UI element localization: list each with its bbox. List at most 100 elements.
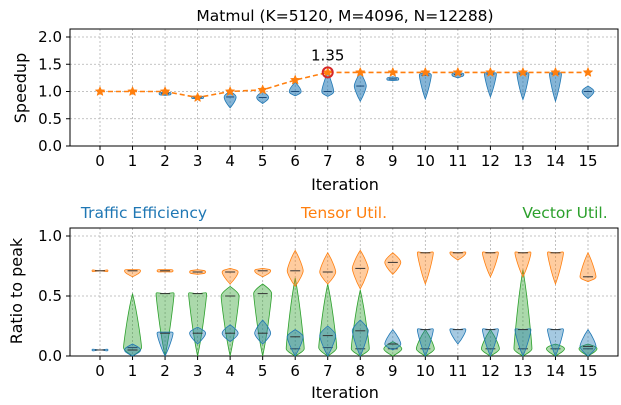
speedup-point — [550, 66, 561, 77]
x-tick-label: 15 — [578, 362, 597, 380]
tensor-util-violin — [124, 269, 141, 278]
x-tick-label: 14 — [546, 152, 565, 170]
x-tick-label: 12 — [481, 362, 500, 380]
best-speedup-marker — [321, 66, 334, 79]
top-y-axis-label: Speedup — [11, 53, 30, 123]
x-tick-label: 7 — [323, 362, 333, 380]
traffic-efficiency-violin — [286, 329, 304, 357]
traffic-efficiency-violin — [416, 328, 434, 357]
speedup-point — [582, 66, 594, 77]
x-tick-label: 0 — [95, 362, 105, 380]
traffic-efficiency-violin — [351, 319, 369, 357]
x-tick-label: 2 — [160, 362, 170, 380]
speedup-violin — [321, 71, 335, 97]
tensor-util-violin — [254, 267, 272, 278]
speedup-line — [100, 71, 588, 99]
x-tick-label: 6 — [290, 152, 300, 170]
y-tick-label: 0.0 — [38, 347, 62, 365]
x-tick-label: 6 — [290, 362, 300, 380]
speedup-point — [485, 66, 496, 77]
vector-util-violin — [188, 292, 208, 357]
x-tick-label: 13 — [513, 362, 532, 380]
traffic-efficiency-violin — [189, 326, 207, 345]
best-speedup-label: 1.35 — [311, 46, 344, 64]
tensor-util-violin — [481, 251, 499, 278]
x-tick-label: 14 — [546, 362, 565, 380]
y-tick-label: 1.5 — [38, 55, 62, 73]
speedup-violin — [549, 72, 562, 103]
x-tick-label: 15 — [578, 152, 597, 170]
y-tick-label: 1.0 — [38, 83, 62, 101]
tensor-util-violin — [384, 252, 402, 275]
x-tick-label: 3 — [193, 152, 203, 170]
y-tick-label: 1.0 — [38, 227, 62, 245]
traffic-efficiency-violin — [254, 319, 272, 345]
traffic-efficiency-violin — [547, 328, 564, 357]
speedup-point — [257, 84, 269, 95]
top-x-axis-label: Iteration — [311, 175, 379, 194]
bottom-x-axis-label: Iteration — [311, 383, 379, 402]
tensor-util-violin — [416, 251, 434, 286]
speedup-point — [94, 85, 106, 97]
x-tick-label: 8 — [355, 362, 365, 380]
speedup-point — [517, 66, 529, 77]
speedup-violin — [288, 81, 302, 97]
vector-util-violin — [220, 285, 240, 357]
tensor-util-violin — [351, 249, 369, 290]
y-tick-label: 0.5 — [38, 110, 62, 128]
legend-tensor-util: Tensor Util. — [300, 204, 387, 222]
y-tick-label: 0.0 — [38, 137, 62, 155]
traffic-efficiency-violin — [156, 331, 174, 357]
speedup-point — [322, 66, 334, 77]
y-tick-label: 0.5 — [38, 287, 62, 305]
speedup-point — [192, 91, 203, 103]
speedup-violin — [353, 71, 367, 103]
x-tick-label: 1 — [128, 362, 138, 380]
x-tick-label: 3 — [193, 362, 203, 380]
speedup-point — [289, 74, 301, 85]
speedup-violin — [418, 72, 432, 101]
speedup-point — [159, 85, 171, 97]
tensor-util-violin — [514, 251, 532, 278]
plot-frame — [69, 28, 619, 147]
x-tick-label: 10 — [416, 362, 435, 380]
x-tick-label: 2 — [160, 152, 170, 170]
traffic-efficiency-violin — [481, 328, 499, 357]
x-tick-label: 4 — [225, 362, 235, 380]
traffic-efficiency-violin — [319, 325, 337, 357]
speedup-point — [224, 85, 236, 97]
top-plot-area: 0.00.51.01.52.00 1 2 3 4 5 6 7 8 9 10 11 12 13 14 151.3… — [38, 28, 619, 170]
x-tick-label: 4 — [225, 152, 235, 170]
speedup-violin — [483, 72, 497, 99]
tensor-util-violin — [579, 251, 597, 283]
speedup-point — [452, 66, 464, 77]
x-tick-label: 12 — [481, 152, 500, 170]
traffic-efficiency-violin — [449, 328, 467, 345]
x-tick-label: 7 — [323, 152, 333, 170]
speedup-point — [127, 85, 138, 97]
tensor-util-violin — [221, 267, 239, 285]
traffic-efficiency-violin — [384, 328, 402, 351]
x-tick-label: 5 — [258, 152, 268, 170]
traffic-efficiency-violin — [579, 328, 597, 357]
x-tick-label: 11 — [448, 152, 467, 170]
x-tick-label: 0 — [95, 152, 105, 170]
bottom-y-axis-label: Ratio to peak — [7, 237, 26, 344]
x-tick-label: 5 — [258, 362, 268, 380]
tensor-util-violin — [319, 252, 337, 285]
speedup-point — [354, 66, 366, 77]
bottom-plot-area: 0.00.51.00 1 2 3 4 5 6 7 8 9 10 11 12 13 14 15 — [38, 227, 619, 380]
x-tick-label: 1 — [128, 152, 138, 170]
x-tick-label: 10 — [416, 152, 435, 170]
traffic-efficiency-violin — [514, 328, 532, 357]
speedup-point — [419, 66, 431, 77]
x-tick-label: 9 — [388, 152, 398, 170]
legend-traffic-efficiency: Traffic Efficiency — [80, 204, 207, 222]
plot-frame — [69, 227, 619, 357]
x-tick-label: 9 — [388, 362, 398, 380]
tensor-util-violin — [286, 249, 304, 288]
legend-vector-util: Vector Util. — [522, 204, 607, 222]
y-tick-label: 2.0 — [38, 28, 62, 46]
tensor-util-violin — [547, 251, 564, 286]
